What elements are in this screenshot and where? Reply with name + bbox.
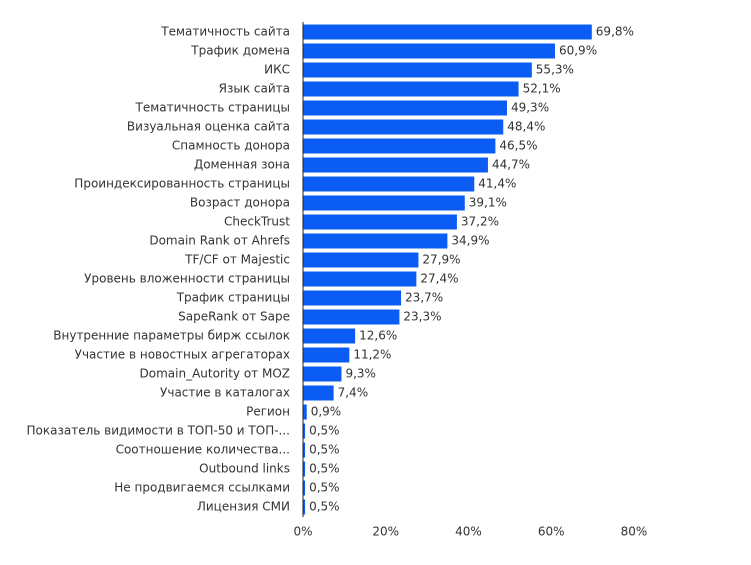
value-label: 27,4%	[420, 272, 458, 286]
category-label: Domain_Autority от MOZ	[140, 367, 290, 381]
value-label: 46,5%	[499, 139, 537, 153]
bar	[303, 62, 532, 78]
bar	[303, 43, 555, 59]
bar	[303, 81, 519, 97]
category-label: Доменная зона	[194, 158, 290, 172]
bar	[303, 385, 334, 401]
value-label: 55,3%	[536, 63, 574, 77]
category-label: Соотношение количества...	[116, 443, 290, 457]
value-label: 37,2%	[461, 215, 499, 229]
bar	[303, 461, 306, 477]
x-tick-label: 40%	[455, 525, 482, 539]
bar	[303, 119, 504, 135]
category-label: Участие в новостных агрегаторах	[75, 348, 290, 362]
bar	[303, 404, 307, 420]
value-label: 34,9%	[451, 234, 489, 248]
category-label: Внутренние параметры бирж ссылок	[53, 329, 290, 343]
bar	[303, 309, 400, 325]
bar	[303, 366, 342, 382]
category-label: ИКС	[264, 63, 290, 77]
category-label: Трафик домена	[190, 44, 290, 58]
value-label: 0,5%	[309, 500, 340, 514]
category-label: Domain Rank от Ahrefs	[149, 234, 290, 248]
value-label: 0,5%	[309, 424, 340, 438]
bar	[303, 100, 507, 116]
category-label: CheckTrust	[224, 215, 290, 229]
value-label: 0,9%	[311, 405, 342, 419]
category-label: Outbound links	[199, 462, 290, 476]
value-label: 23,7%	[405, 291, 443, 305]
value-label: 49,3%	[511, 101, 549, 115]
bar	[303, 252, 419, 268]
value-label: 12,6%	[359, 329, 397, 343]
value-label: 48,4%	[507, 120, 545, 134]
category-label: Тематичность сайта	[160, 25, 290, 39]
value-label: 23,3%	[403, 310, 441, 324]
bar	[303, 290, 402, 306]
value-label: 9,3%	[345, 367, 376, 381]
bar	[303, 328, 356, 344]
category-label: TF/CF от Majestic	[184, 253, 290, 267]
category-label: Проиндексированность страницы	[74, 177, 290, 191]
bar	[303, 157, 488, 173]
x-tick-label: 60%	[538, 525, 565, 539]
bar	[303, 195, 465, 211]
category-label: Возраст донора	[190, 196, 290, 210]
category-label: SapeRank от Sape	[178, 310, 290, 324]
value-label: 69,8%	[596, 25, 634, 39]
bar	[303, 214, 457, 230]
category-label: Уровень вложенности страницы	[84, 272, 290, 286]
value-label: 44,7%	[492, 158, 530, 172]
value-label: 60,9%	[559, 44, 597, 58]
value-label: 0,5%	[309, 443, 340, 457]
category-label: Визуальная оценка сайта	[127, 120, 290, 134]
bar	[303, 271, 417, 287]
value-label: 11,2%	[353, 348, 391, 362]
category-label: Регион	[246, 405, 290, 419]
category-label: Лицензия СМИ	[197, 500, 290, 514]
category-label: Не продвигаемся ссылками	[114, 481, 290, 495]
category-label: Тематичность страницы	[134, 101, 290, 115]
value-label: 27,9%	[422, 253, 460, 267]
category-label: Спамность донора	[172, 139, 290, 153]
x-tick-label: 80%	[621, 525, 648, 539]
category-label: Участие в каталогах	[160, 386, 290, 400]
category-label: Показатель видимости в ТОП-50 и ТОП-...	[27, 424, 290, 438]
bar	[303, 347, 350, 363]
value-label: 7,4%	[338, 386, 369, 400]
bar	[303, 499, 306, 515]
bar	[303, 176, 475, 192]
x-tick-label: 0%	[293, 525, 312, 539]
bar	[303, 480, 306, 496]
category-label: Язык сайта	[219, 82, 290, 96]
value-label: 0,5%	[309, 462, 340, 476]
bar	[303, 442, 306, 458]
bar	[303, 24, 592, 40]
value-label: 41,4%	[478, 177, 516, 191]
x-tick-label: 20%	[372, 525, 399, 539]
value-label: 39,1%	[469, 196, 507, 210]
bar	[303, 138, 496, 154]
value-label: 52,1%	[523, 82, 561, 96]
value-label: 0,5%	[309, 481, 340, 495]
bar	[303, 233, 448, 249]
category-label: Трафик страницы	[176, 291, 290, 305]
bar	[303, 423, 306, 439]
